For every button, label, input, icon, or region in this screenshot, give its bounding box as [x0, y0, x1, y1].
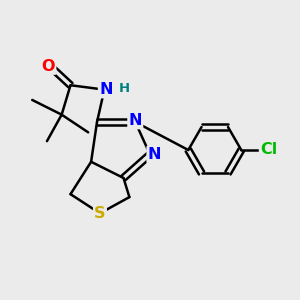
Text: N: N	[148, 147, 161, 162]
Text: S: S	[94, 206, 106, 221]
Text: N: N	[99, 82, 112, 97]
Text: O: O	[42, 58, 55, 74]
Text: Cl: Cl	[260, 142, 277, 158]
Text: N: N	[128, 113, 142, 128]
Text: H: H	[119, 82, 130, 95]
